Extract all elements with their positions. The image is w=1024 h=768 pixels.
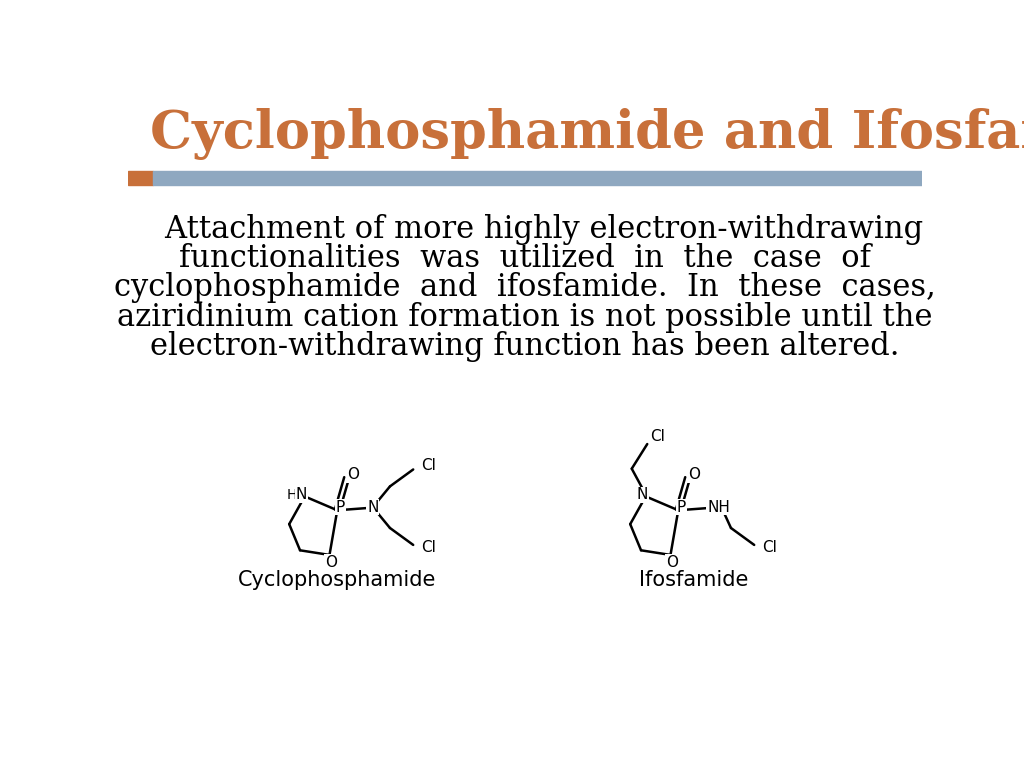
Text: O: O [666,555,678,570]
Text: O: O [347,468,358,482]
Text: electron-withdrawing function has been altered.: electron-withdrawing function has been a… [151,331,899,362]
Text: Cyclophosphamide: Cyclophosphamide [238,570,436,590]
Text: O: O [688,468,699,482]
Text: H: H [287,488,298,502]
Text: P: P [336,500,345,515]
Text: Attachment of more highly electron-withdrawing: Attachment of more highly electron-withd… [126,214,924,245]
Text: cyclophosphamide  and  ifosfamide.  In  these  cases,: cyclophosphamide and ifosfamide. In thes… [114,273,936,303]
Text: Cyclophosphamide and Ifosfamide: Cyclophosphamide and Ifosfamide [150,108,1024,160]
Text: Cl: Cl [762,541,777,555]
Text: Cl: Cl [421,458,436,473]
Text: aziridinium cation formation is not possible until the: aziridinium cation formation is not poss… [117,302,933,333]
Bar [128,170,153,184]
Text: NH: NH [708,500,730,515]
Text: O: O [325,555,337,570]
Text: Ifosfamide: Ifosfamide [639,570,749,590]
Text: P: P [677,500,686,515]
Text: N: N [368,500,379,515]
Text: N: N [637,488,648,502]
Text: functionalities  was  utilized  in  the  case  of: functionalities was utilized in the case… [179,243,870,274]
Text: Cl: Cl [650,429,666,444]
Bar [153,170,922,184]
Text: N: N [296,488,307,502]
Text: Cl: Cl [421,541,436,555]
